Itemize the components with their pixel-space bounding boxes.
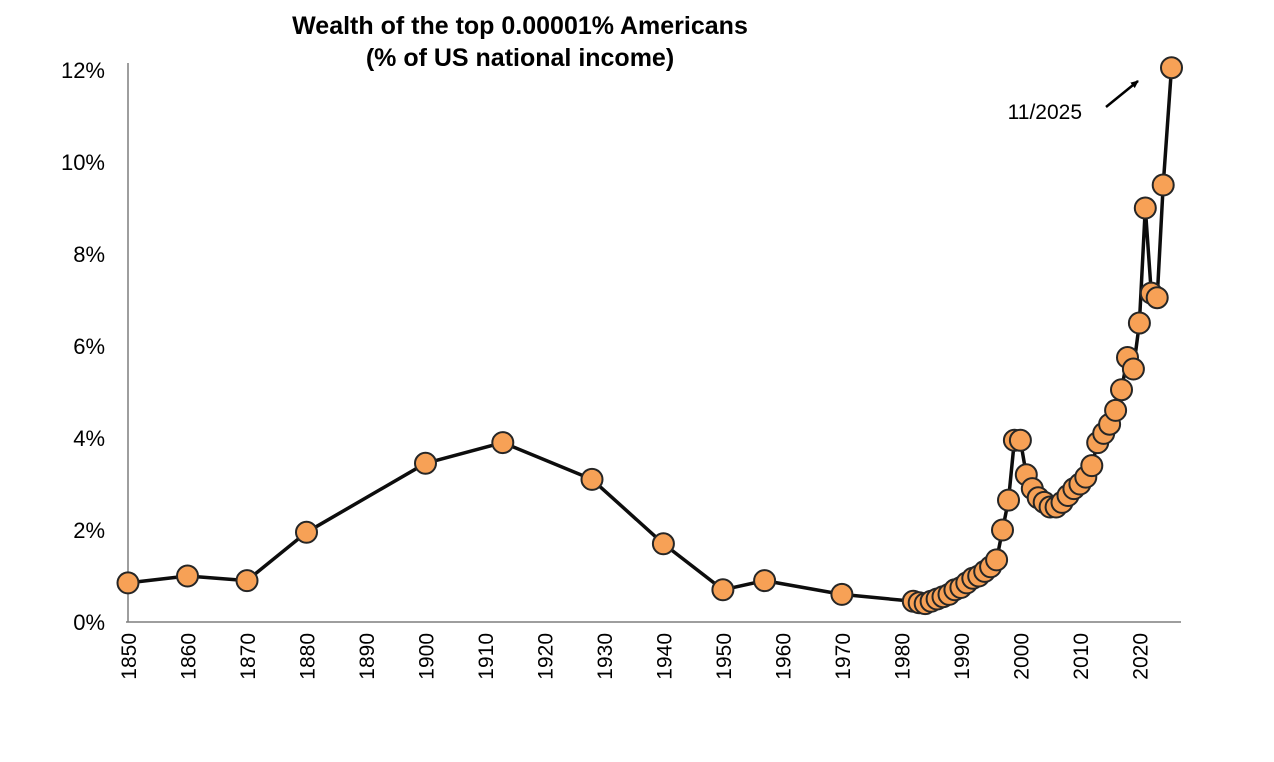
data-point (414, 451, 437, 475)
x-tick-label: 1990 (951, 633, 974, 680)
x-tick-label: 2020 (1129, 633, 1152, 680)
x-tick-label: 1980 (891, 633, 914, 680)
chart-title: Wealth of the top 0.00001% Americans (292, 12, 748, 40)
y-axis-tick-labels: 0% 2% 4% 6% 8% 10% 12% (61, 58, 105, 635)
annotation-arrow-icon (1105, 80, 1139, 108)
data-point (1121, 357, 1145, 381)
data-point (1104, 398, 1128, 422)
data-point (985, 548, 1009, 572)
x-tick-label: 1870 (237, 633, 260, 680)
x-tick-label: 2000 (1010, 633, 1033, 680)
y-tick-label: 10% (61, 150, 105, 175)
y-tick-label: 6% (73, 334, 105, 359)
x-tick-label: 1880 (296, 633, 319, 680)
x-tick-label: 1970 (832, 633, 855, 680)
x-axis-tick-labels: 1850 1860 1870 1880 1890 1900 1910 1920 1930 1940… (118, 633, 1152, 680)
y-tick-label: 2% (73, 518, 105, 543)
data-point (580, 467, 604, 491)
y-tick-label: 0% (73, 610, 105, 635)
data-point (997, 488, 1020, 512)
annotation-label: 11/2025 (1007, 101, 1082, 124)
x-tick-label: 1920 (534, 633, 557, 680)
data-point (711, 578, 735, 602)
data-point (295, 520, 318, 544)
series-line (126, 65, 1174, 606)
x-tick-label: 1860 (177, 633, 200, 680)
x-tick-label: 1930 (594, 633, 617, 680)
x-tick-label: 2010 (1070, 633, 1093, 680)
x-tick-label: 1950 (713, 633, 736, 680)
data-point (830, 582, 854, 606)
y-tick-label: 8% (73, 242, 105, 267)
data-series (116, 56, 1183, 616)
x-tick-label: 1900 (415, 633, 438, 680)
data-point (1145, 286, 1169, 310)
data-point (235, 569, 259, 593)
data-point (991, 518, 1014, 542)
data-point (1127, 311, 1151, 335)
data-point (651, 532, 675, 556)
x-tick-label: 1960 (772, 633, 795, 680)
data-point (491, 431, 515, 455)
data-point (1080, 454, 1104, 478)
data-point (1133, 196, 1157, 220)
data-point (176, 564, 199, 588)
chart-subtitle: (% of US national income) (365, 44, 675, 72)
data-point (1160, 56, 1183, 80)
x-tick-label: 1940 (653, 633, 676, 680)
data-point (753, 569, 777, 593)
y-tick-label: 12% (61, 58, 105, 83)
x-tick-label: 1890 (356, 633, 379, 680)
data-point (1008, 428, 1032, 452)
y-tick-label: 4% (73, 426, 105, 451)
data-point (116, 571, 140, 595)
data-point (1151, 173, 1175, 197)
data-point (1110, 378, 1133, 402)
x-tick-label: 1850 (118, 633, 141, 680)
x-tick-label: 1910 (475, 633, 498, 680)
